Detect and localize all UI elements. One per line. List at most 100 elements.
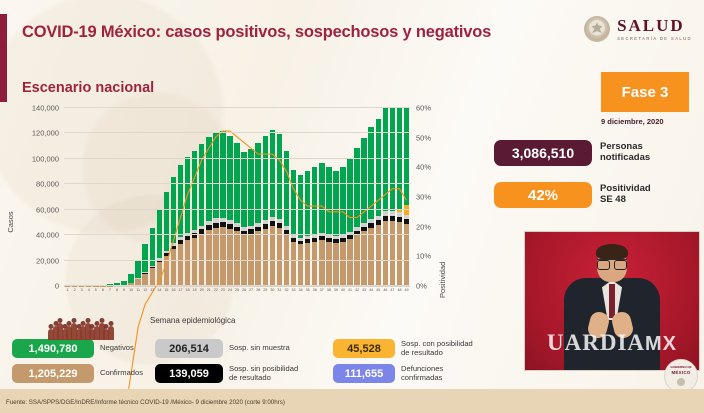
x-axis-tick-label: 19 (192, 288, 197, 292)
x-axis-tick-label: 22 (213, 288, 218, 292)
video-watermark: UARDIAMX (525, 330, 699, 356)
x-axis-tick-label: 21 (206, 288, 211, 292)
legend-item-sosp-sin-posibilidad: 139,059 Sosp. sin posibilidad de resulta… (155, 364, 298, 383)
x-axis-tick-label: 42 (355, 288, 360, 292)
bar-segment (276, 227, 283, 286)
seal-emblem-icon (677, 377, 685, 386)
bar-segment (262, 228, 269, 286)
legend-sosp-con-posibilidad-label-line2: de resultado (401, 347, 443, 357)
legend-confirmados-value: 1,205,229 (12, 364, 94, 383)
x-axis-tick-label: 25 (235, 288, 240, 292)
bar-segment (135, 260, 141, 279)
bar-segment (128, 273, 134, 283)
x-axis-tick-label: 1 (66, 288, 69, 292)
legend-sosp-sin-muestra-value: 206,514 (155, 339, 223, 358)
gobierno-de-mexico-seal: GOBIERNO DE MÉXICO (664, 359, 698, 393)
bar-segment (333, 242, 339, 286)
x-axis-tick-label: 17 (178, 288, 183, 292)
y-axis-tick-label: 100,000 (31, 154, 59, 164)
y2-axis-tick-label: 50% (416, 133, 432, 143)
legend-sosp-sin-posibilidad-label-line2: de resultado (229, 372, 271, 382)
stat-notified: 3,086,510 Personas notificadas (494, 140, 650, 166)
salud-logo: SALUD SECRETARÍA DE SALUD (584, 16, 692, 42)
x-axis-tick-label: 49 (404, 288, 409, 292)
seal-line2: MÉXICO (671, 370, 691, 376)
stat-positivity-value: 42% (494, 182, 592, 208)
y2-axis-tick-label: 40% (416, 162, 432, 172)
bar-segment (191, 237, 198, 286)
bar-segment (389, 108, 396, 212)
x-axis-tick-label: 20 (199, 288, 204, 292)
x-axis-tick-label: 23 (220, 288, 225, 292)
bar-segment (304, 171, 311, 237)
gridline (64, 183, 410, 185)
bar-segment (333, 171, 339, 237)
x-axis-tick-label: 29 (263, 288, 268, 292)
x-axis-tick-label: 35 (305, 288, 310, 292)
x-axis-tick-label: 15 (164, 288, 169, 292)
bar-segment (248, 149, 254, 226)
bar-segment (326, 241, 332, 286)
bar-segment (297, 175, 304, 238)
bar-segment (206, 230, 212, 286)
bar-segment (220, 130, 226, 218)
glasses-icon (597, 259, 627, 270)
bar-segment (361, 137, 367, 223)
legend-sosp-sin-muestra-label-line1: Sosp. sin muestra (229, 343, 290, 353)
legend-defunciones-label-line1: Defunciones (401, 363, 444, 373)
logo-wordmark: SALUD (617, 15, 685, 35)
x-axis-tick-label: 41 (348, 288, 353, 292)
bar-segment (403, 204, 410, 215)
interpreter-tie (609, 284, 615, 318)
y-axis-tick-label: 0 (54, 281, 59, 291)
legend-sosp-sin-muestra-label: Sosp. sin muestra (229, 343, 290, 353)
x-axis-tick-label: 6 (101, 288, 104, 292)
y-axis-tick-label: 40,000 (36, 230, 59, 240)
bar-segment (241, 235, 247, 286)
gridline (64, 208, 410, 210)
bar-segment (347, 238, 353, 286)
legend-sosp-sin-posibilidad-label-line1: Sosp. sin posibilidad (229, 363, 299, 373)
y2-axis-title: Positividad (438, 261, 447, 298)
y2-axis-tick-label: 10% (416, 251, 432, 261)
y-axis-title: Casos (6, 211, 15, 233)
x-axis-tick-label: 16 (171, 288, 176, 292)
bar-segment (177, 164, 184, 238)
bar-segment (213, 227, 219, 286)
y2-axis-tick-label: 60% (416, 103, 432, 113)
sign-language-interpreter-video[interactable]: UARDIAMX (524, 231, 700, 371)
bar-segment (297, 244, 304, 286)
legend-item-defunciones: 111,655 Defunciones confirmadas (333, 364, 443, 383)
legend-item-confirmados: 1,205,229 Confirmados (12, 364, 143, 383)
gridline (64, 157, 410, 159)
page-title: COVID-19 México: casos positivos, sospec… (22, 23, 492, 41)
gridline (64, 234, 410, 236)
x-axis-title: Semana epidemiológica (150, 316, 236, 325)
x-axis-tick-label: 4 (87, 288, 90, 292)
bar-segment (184, 156, 191, 233)
source-note: Fuente: SSA/SPPS/DGE/InDRE/Informe técni… (6, 399, 285, 406)
section-title: Escenario nacional (22, 80, 155, 96)
legend-defunciones-value: 111,655 (333, 364, 395, 383)
bar-segment (177, 244, 184, 286)
y-axis-tick-label: 60,000 (36, 205, 59, 215)
epidemic-curve-chart: Casos Positividad 0 20,000 40,000 60,000 80,… (0, 102, 470, 327)
x-axis-tick-label: 2 (73, 288, 76, 292)
stat-notified-label-line2: notificadas (600, 152, 651, 163)
x-axis-tick-label: 40 (340, 288, 345, 292)
stat-positivity-label-line1: Positividad (600, 183, 651, 195)
legend-item-sosp-sin-muestra: 206,514 Sosp. sin muestra (155, 339, 290, 358)
bar-segment (368, 127, 374, 219)
legend-sosp-con-posibilidad-label: Sosp. con posibilidad de resultado (401, 338, 473, 358)
y-axis-tick-label: 120,000 (31, 128, 59, 138)
legend-negativos-value: 1,490,780 (12, 339, 94, 358)
bar-segment (354, 235, 360, 286)
x-axis-tick-label: 38 (326, 288, 331, 292)
bar-segment (156, 261, 163, 286)
bar-segment (311, 167, 318, 235)
legend-negativos-label-line1: Negativos (100, 343, 134, 353)
bar-segment (396, 221, 403, 286)
stat-positivity: 42% Positividad SE 48 (494, 182, 651, 208)
legend-sosp-con-posibilidad-label-line1: Sosp. con posibilidad (401, 338, 473, 348)
